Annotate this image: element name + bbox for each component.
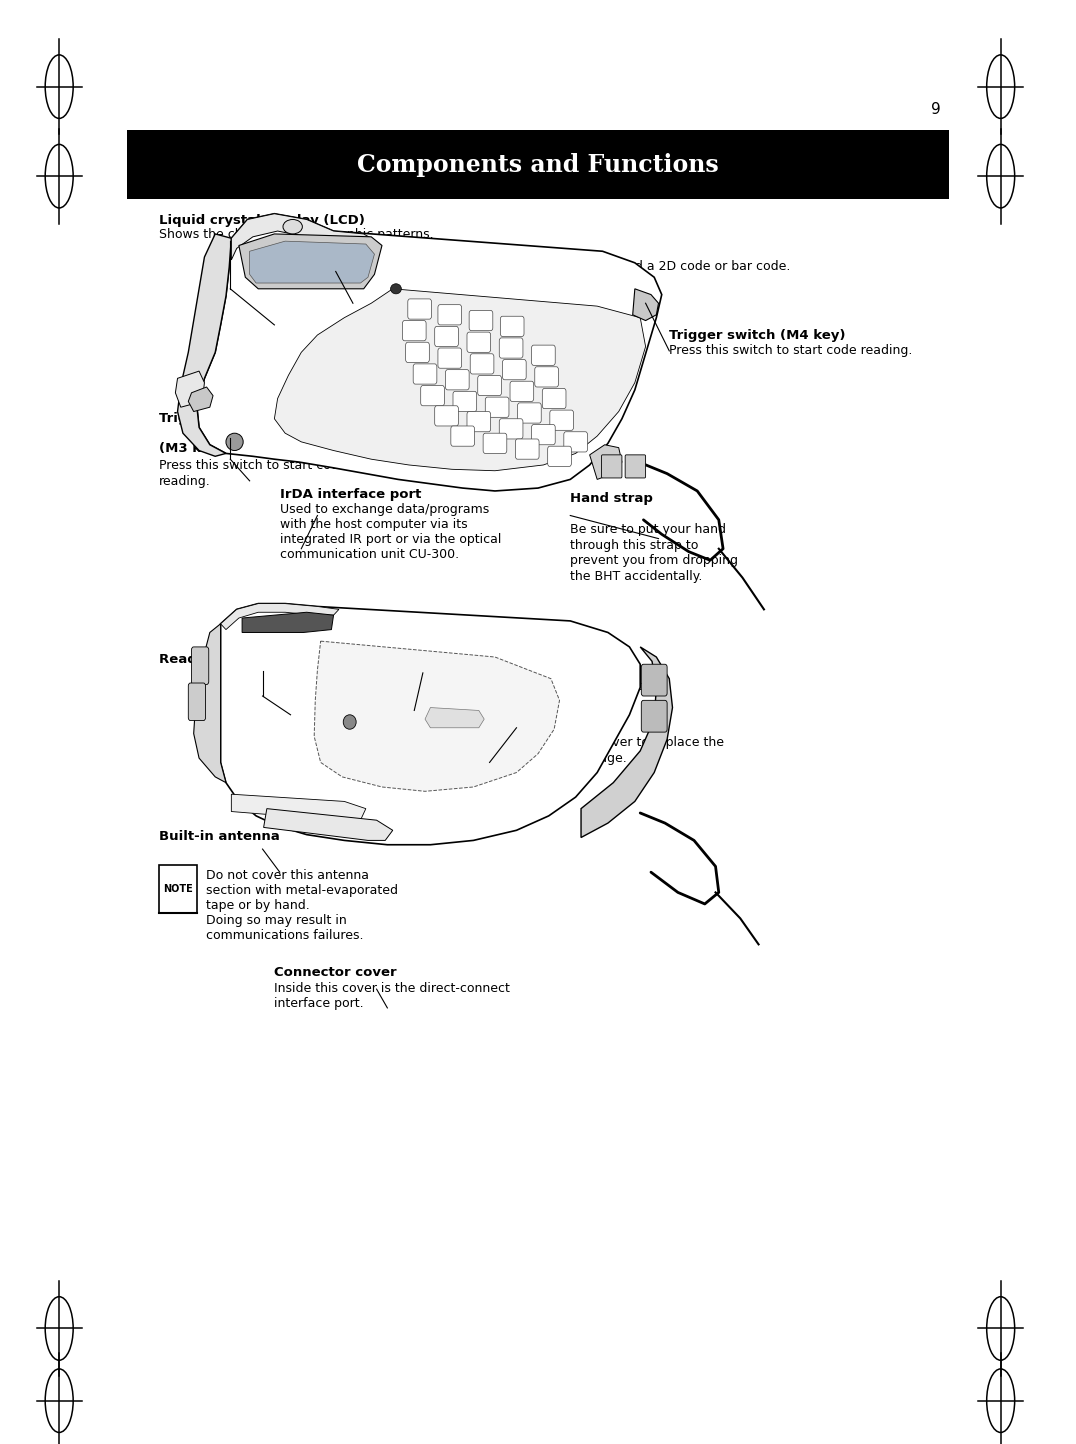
Text: Battery cover: Battery cover [516, 706, 619, 719]
Polygon shape [274, 289, 646, 471]
Ellipse shape [283, 219, 302, 234]
Text: Press this switch to start code: Press this switch to start code [159, 459, 346, 472]
FancyBboxPatch shape [413, 364, 437, 384]
Text: Reading window: Reading window [159, 653, 282, 666]
Text: Built-in antenna: Built-in antenna [159, 830, 280, 843]
Text: through this strap to: through this strap to [570, 539, 698, 552]
Text: Remove this cover to replace the: Remove this cover to replace the [516, 736, 724, 749]
FancyBboxPatch shape [499, 338, 523, 358]
FancyBboxPatch shape [601, 455, 622, 478]
FancyBboxPatch shape [499, 419, 523, 439]
FancyBboxPatch shape [500, 316, 524, 336]
Polygon shape [264, 809, 393, 840]
Bar [127, 130, 949, 199]
Text: IrDA interface port: IrDA interface port [280, 488, 421, 501]
FancyBboxPatch shape [542, 388, 566, 409]
FancyBboxPatch shape [402, 321, 426, 341]
FancyBboxPatch shape [188, 683, 206, 721]
Polygon shape [231, 794, 366, 820]
Text: Shows the characters and graphic patterns.: Shows the characters and graphic pattern… [159, 228, 434, 241]
FancyBboxPatch shape [518, 403, 541, 423]
Text: Do not cover this antenna
section with metal-evaporated
tape or by hand.
Doing s: Do not cover this antenna section with m… [206, 869, 397, 943]
FancyBboxPatch shape [451, 426, 475, 446]
FancyBboxPatch shape [625, 455, 646, 478]
FancyBboxPatch shape [485, 397, 509, 417]
Text: battery cartridge.: battery cartridge. [516, 752, 627, 765]
Polygon shape [590, 445, 622, 479]
FancyBboxPatch shape [435, 326, 458, 347]
Ellipse shape [226, 433, 243, 451]
FancyBboxPatch shape [470, 354, 494, 374]
Polygon shape [250, 241, 374, 283]
FancyBboxPatch shape [641, 664, 667, 696]
Polygon shape [242, 612, 334, 632]
Text: Liquid crystal display (LCD): Liquid crystal display (LCD) [159, 214, 365, 227]
FancyBboxPatch shape [445, 370, 469, 390]
Text: Trigger switch (M4 key): Trigger switch (M4 key) [669, 329, 846, 342]
Polygon shape [239, 234, 382, 289]
Text: prevent you from dropping: prevent you from dropping [570, 554, 738, 567]
FancyBboxPatch shape [438, 348, 462, 368]
FancyBboxPatch shape [467, 412, 491, 432]
Text: Indication LED: Indication LED [288, 245, 396, 258]
Polygon shape [175, 371, 204, 407]
FancyBboxPatch shape [159, 865, 197, 913]
FancyBboxPatch shape [532, 425, 555, 445]
Text: Press this switch to start code reading.: Press this switch to start code reading. [669, 344, 912, 357]
FancyBboxPatch shape [502, 360, 526, 380]
FancyBboxPatch shape [483, 433, 507, 453]
Polygon shape [231, 214, 371, 260]
Ellipse shape [391, 283, 401, 295]
Polygon shape [314, 641, 560, 791]
Polygon shape [581, 647, 672, 838]
Text: reading.: reading. [159, 475, 211, 488]
FancyBboxPatch shape [548, 446, 571, 466]
FancyBboxPatch shape [478, 375, 501, 396]
Text: Battery cover lock: Battery cover lock [423, 650, 560, 663]
FancyBboxPatch shape [564, 432, 587, 452]
Text: Hand strap: Hand strap [570, 492, 653, 505]
FancyBboxPatch shape [438, 305, 462, 325]
FancyBboxPatch shape [192, 647, 209, 684]
Polygon shape [194, 624, 226, 783]
FancyBboxPatch shape [408, 299, 431, 319]
Text: (M3 key): (M3 key) [159, 442, 225, 455]
FancyBboxPatch shape [469, 310, 493, 331]
Polygon shape [221, 604, 339, 630]
Text: Inside this cover is the direct-connect
interface port.: Inside this cover is the direct-connect … [274, 982, 510, 1009]
Text: Components and Functions: Components and Functions [357, 153, 719, 176]
Text: Used to exchange data/programs
with the host computer via its
integrated IR port: Used to exchange data/programs with the … [280, 503, 501, 560]
Polygon shape [425, 708, 484, 728]
Polygon shape [221, 604, 640, 845]
FancyBboxPatch shape [535, 367, 558, 387]
Text: cover.: cover. [423, 696, 461, 709]
FancyBboxPatch shape [467, 332, 491, 352]
Text: Use this lock to lock/unlock the battery: Use this lock to lock/unlock the battery [423, 680, 668, 693]
Text: Be sure to put your hand: Be sure to put your hand [570, 523, 726, 536]
FancyBboxPatch shape [421, 386, 444, 406]
FancyBboxPatch shape [532, 345, 555, 365]
Polygon shape [197, 214, 662, 491]
Polygon shape [633, 289, 659, 321]
Text: the BHT accidentally.: the BHT accidentally. [570, 570, 703, 583]
FancyBboxPatch shape [453, 391, 477, 412]
Text: NOTE: NOTE [164, 884, 193, 894]
FancyBboxPatch shape [515, 439, 539, 459]
FancyBboxPatch shape [641, 700, 667, 732]
Text: Illuminates in green when the BHT has successfully read a 2D code or bar code.: Illuminates in green when the BHT has su… [288, 260, 791, 273]
Text: Connector cover: Connector cover [274, 966, 397, 979]
Text: 9: 9 [931, 103, 942, 117]
Polygon shape [178, 234, 231, 456]
FancyBboxPatch shape [510, 381, 534, 401]
Text: Trigger switch: Trigger switch [159, 412, 266, 425]
Polygon shape [188, 387, 213, 412]
FancyBboxPatch shape [435, 406, 458, 426]
FancyBboxPatch shape [550, 410, 574, 430]
FancyBboxPatch shape [406, 342, 429, 362]
Ellipse shape [343, 715, 356, 729]
